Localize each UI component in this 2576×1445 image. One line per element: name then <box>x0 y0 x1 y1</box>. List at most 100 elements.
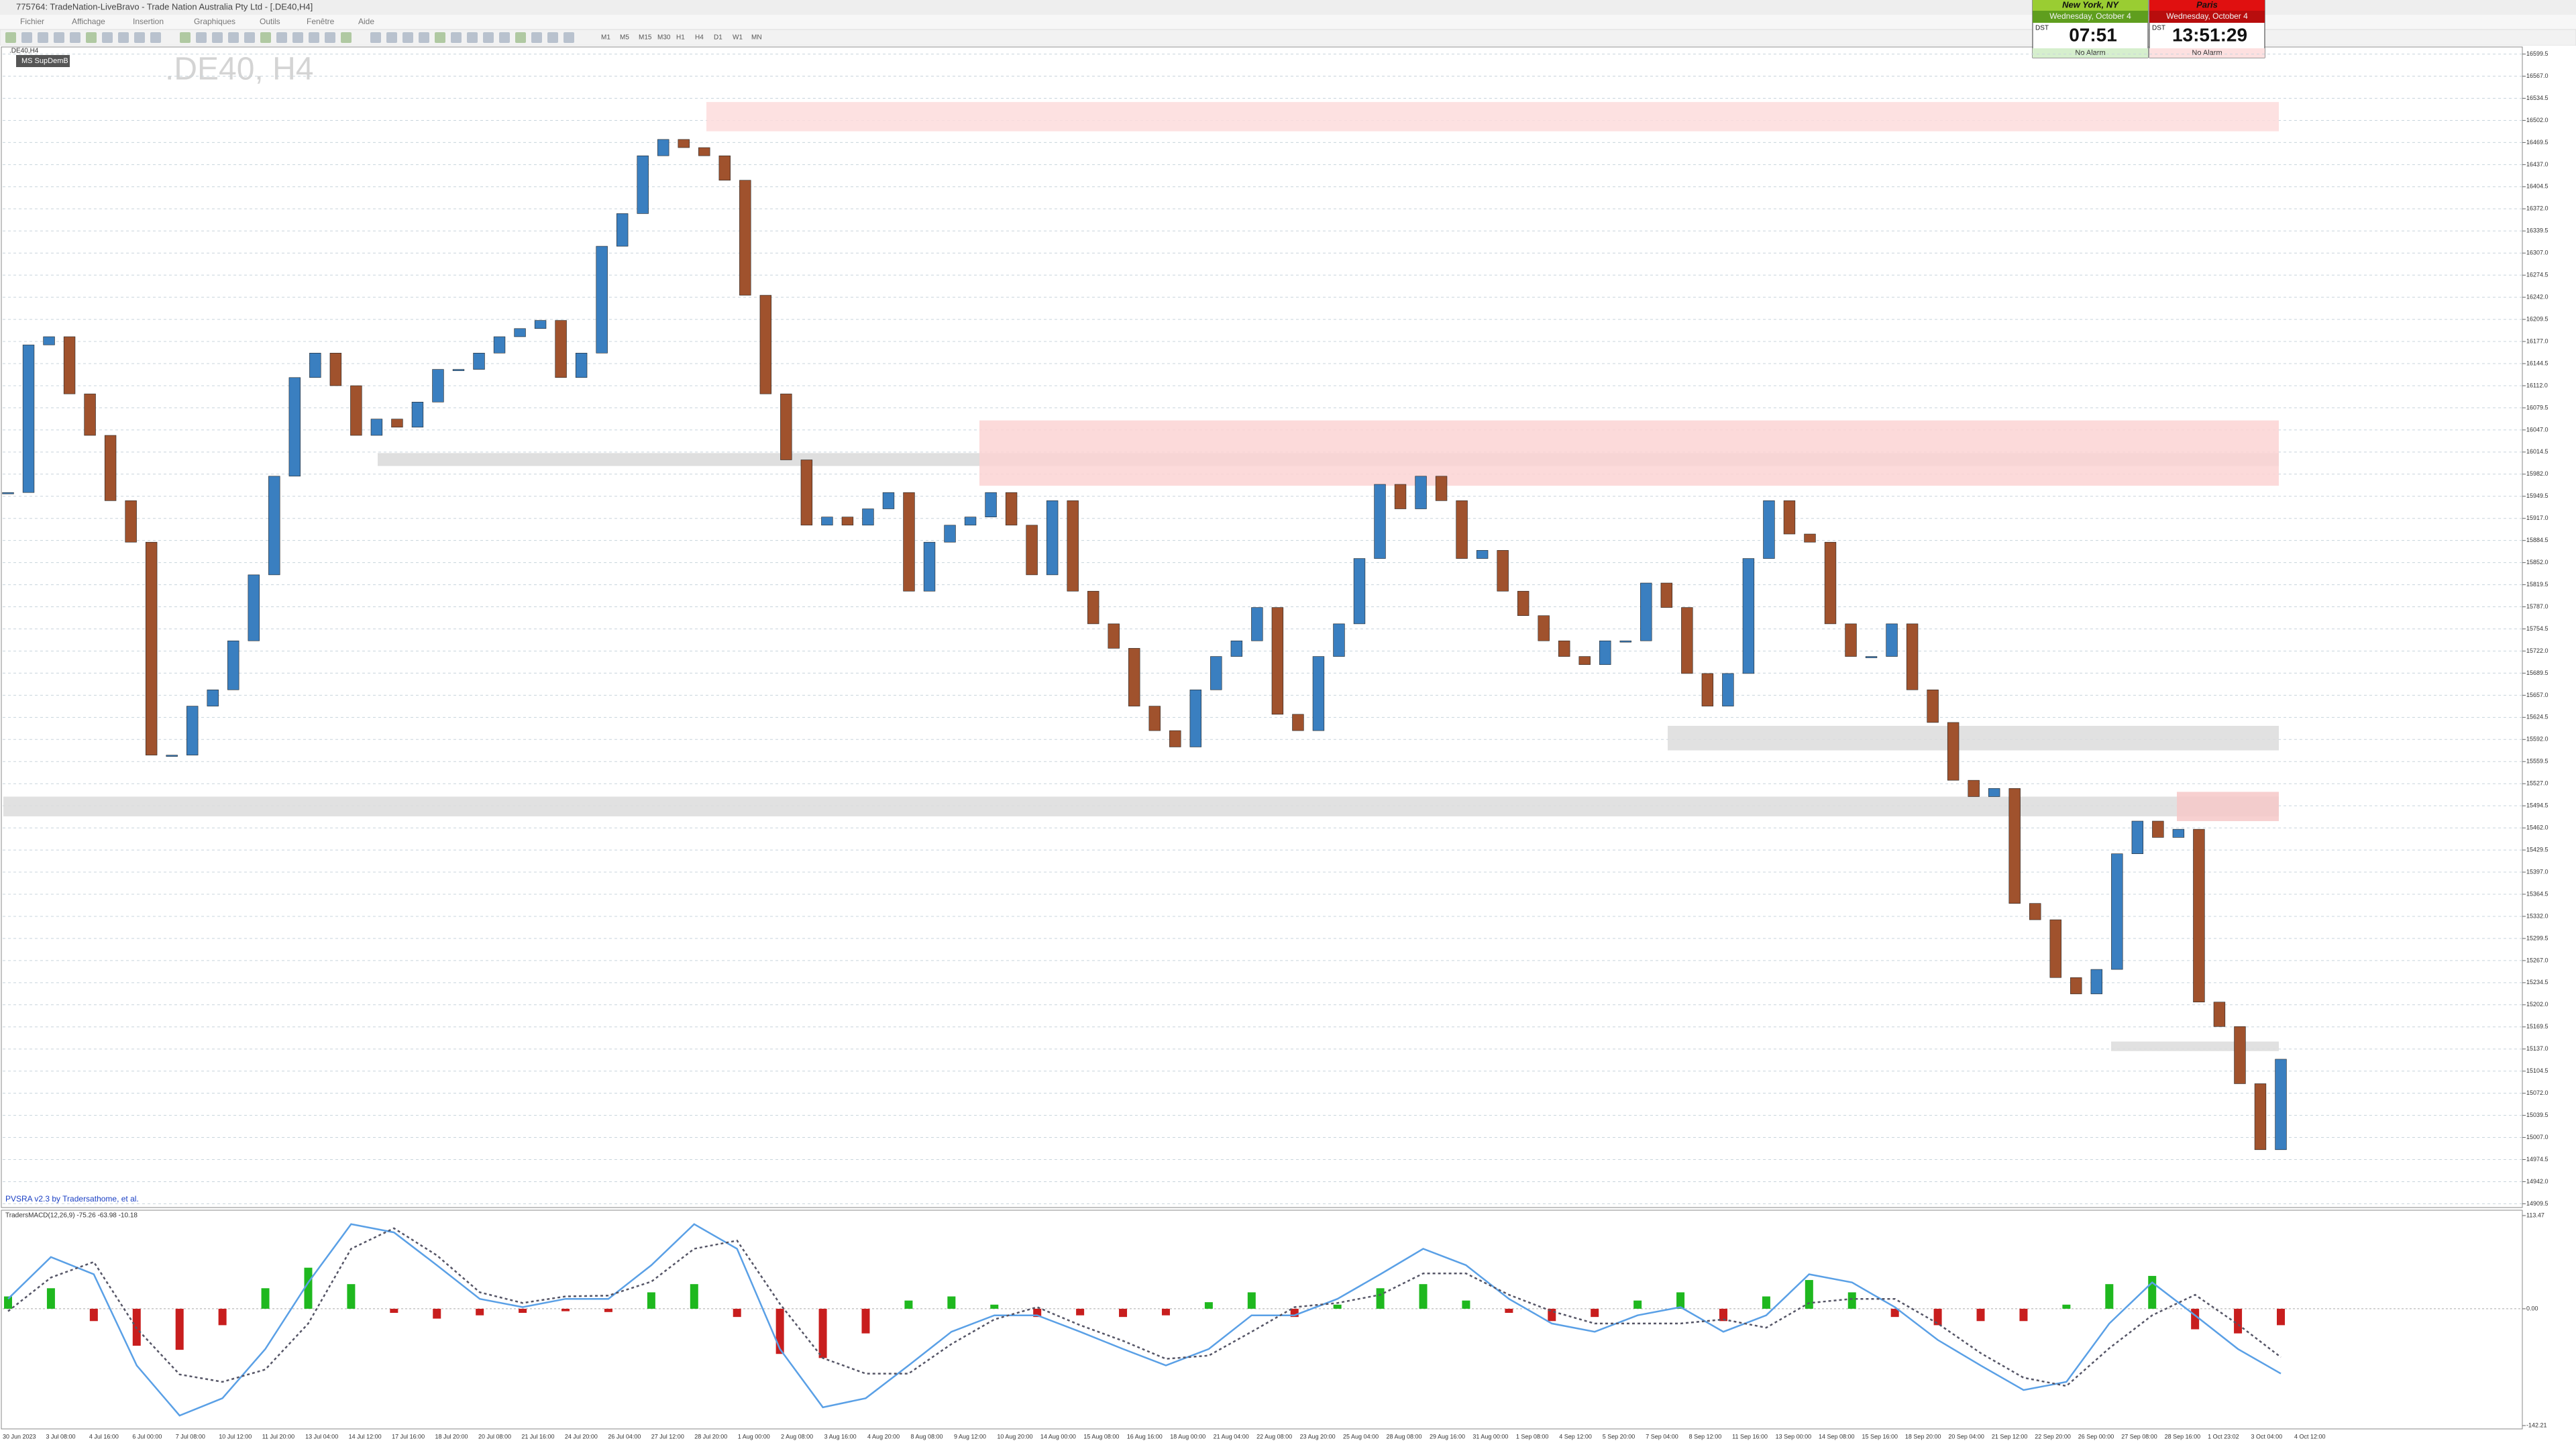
toolbar-icon[interactable] <box>483 32 494 43</box>
y-tick-label: 16014.5 <box>2526 448 2548 455</box>
toolbar-icon[interactable] <box>419 32 429 43</box>
candle <box>2070 977 2082 994</box>
x-tick-label: 27 Jul 12:00 <box>651 1433 684 1440</box>
timeframe-button[interactable]: H1 <box>676 34 685 42</box>
toolbar-icon[interactable] <box>435 32 445 43</box>
histogram-bar <box>89 1308 98 1322</box>
histogram-bar <box>1505 1308 1513 1314</box>
clock-alarm: No Alarm <box>2075 49 2105 57</box>
x-tick-label: 11 Jul 20:00 <box>262 1433 294 1440</box>
candle <box>1619 640 1631 643</box>
candle <box>1210 656 1222 690</box>
toolbar-icon[interactable] <box>244 32 255 43</box>
candle <box>1271 607 1284 715</box>
y-tick-label: 16047.0 <box>2526 426 2548 433</box>
toolbar-icon[interactable] <box>21 32 32 43</box>
histogram-bar <box>1847 1292 1856 1309</box>
toolbar-icon[interactable] <box>86 32 97 43</box>
toolbar-icon[interactable] <box>134 32 145 43</box>
menu-item[interactable]: Fenêtre <box>307 17 335 26</box>
menu-item[interactable]: Outils <box>260 17 280 26</box>
toolbar-icon[interactable] <box>531 32 542 43</box>
timeframe-button[interactable]: M15 <box>639 34 652 42</box>
clock-alarm: No Alarm <box>2192 49 2222 57</box>
x-tick-label: 4 Sep 12:00 <box>1559 1433 1592 1440</box>
toolbar-icon[interactable] <box>118 32 129 43</box>
toolbar-icon[interactable] <box>228 32 239 43</box>
y-tick-label: 16404.5 <box>2526 183 2548 190</box>
toolbar-icon[interactable] <box>180 32 191 43</box>
x-tick-label: 22 Aug 08:00 <box>1256 1433 1292 1440</box>
timeframe-button[interactable]: H4 <box>695 34 704 42</box>
supply-demand-zone <box>2111 1041 2279 1051</box>
y-tick-label: 15624.5 <box>2526 714 2548 720</box>
toolbar-icon[interactable] <box>341 32 352 43</box>
candle <box>2254 1083 2267 1150</box>
candle <box>84 393 96 436</box>
candle <box>759 295 772 394</box>
menu-item[interactable]: Insertion <box>133 17 164 26</box>
clock-city: Paris <box>2196 0 2218 9</box>
toolbar-icon[interactable] <box>212 32 223 43</box>
menu-item[interactable]: Fichier <box>20 17 44 26</box>
y-tick-label: 15169.5 <box>2526 1023 2548 1030</box>
x-tick-label: 1 Sep 08:00 <box>1516 1433 1549 1440</box>
x-tick-label: 13 Sep 00:00 <box>1776 1433 1812 1440</box>
toolbar-icon[interactable] <box>150 32 161 43</box>
y-tick-label: 16372.0 <box>2526 205 2548 212</box>
toolbar-icon[interactable] <box>292 32 303 43</box>
toolbar-icon[interactable] <box>38 32 48 43</box>
toolbar-icon[interactable] <box>309 32 319 43</box>
toolbar-icon[interactable] <box>325 32 335 43</box>
timeframe-button[interactable]: M5 <box>620 34 629 42</box>
toolbar-icon[interactable] <box>54 32 64 43</box>
toolbar-icon[interactable] <box>547 32 558 43</box>
timeframe-button[interactable]: D1 <box>714 34 722 42</box>
toolbar-icon[interactable] <box>5 32 16 43</box>
toolbar-icon[interactable] <box>370 32 381 43</box>
candle <box>1046 500 1059 576</box>
toolbar-icon[interactable] <box>260 32 271 43</box>
toolbar-icon[interactable] <box>276 32 287 43</box>
toolbar-icon[interactable] <box>386 32 397 43</box>
candle <box>534 320 547 329</box>
toolbar-icon[interactable] <box>451 32 462 43</box>
candle <box>22 344 35 493</box>
toolbar-icon[interactable] <box>70 32 80 43</box>
menu-item[interactable]: Aide <box>358 17 374 26</box>
x-tick-label: 14 Jul 12:00 <box>349 1433 382 1440</box>
x-tick-label: 14 Aug 00:00 <box>1040 1433 1076 1440</box>
histogram-bar <box>2234 1308 2243 1334</box>
candle <box>125 500 137 543</box>
toolbar-icon[interactable] <box>102 32 113 43</box>
candle <box>473 352 485 370</box>
timeframe-button[interactable]: W1 <box>733 34 743 42</box>
menu-item[interactable]: Affichage <box>72 17 105 26</box>
timeframe-button[interactable]: M1 <box>601 34 610 42</box>
timeframe-button[interactable]: M30 <box>657 34 671 42</box>
histogram-bar <box>733 1308 741 1318</box>
y-tick-label: 15104.5 <box>2526 1067 2548 1074</box>
toolbar-icon[interactable] <box>467 32 478 43</box>
x-tick-label: 26 Jul 04:00 <box>608 1433 641 1440</box>
toolbar-icon[interactable] <box>564 32 574 43</box>
menu-item[interactable]: Graphiques <box>194 17 235 26</box>
toolbar-icon[interactable] <box>499 32 510 43</box>
clock-city-bg <box>2149 0 2265 11</box>
x-tick-label: 1 Oct 23:02 <box>2208 1433 2239 1440</box>
toolbar-icon[interactable] <box>515 32 526 43</box>
toolbar-icon[interactable] <box>402 32 413 43</box>
candle <box>985 492 997 517</box>
y-tick-label: 15592.0 <box>2526 736 2548 743</box>
toolbar-icon[interactable] <box>196 32 207 43</box>
candle <box>616 213 629 247</box>
candle <box>227 640 239 690</box>
chart-tab[interactable]: .DE40,H4 <box>9 48 39 55</box>
timeframe-button[interactable]: MN <box>751 34 762 42</box>
y-tick-label: 16274.5 <box>2526 272 2548 278</box>
histogram-bar <box>1676 1292 1685 1309</box>
histogram-bar <box>904 1300 913 1309</box>
candle <box>1886 623 1898 657</box>
candle <box>1599 640 1611 665</box>
candle <box>1128 648 1140 706</box>
